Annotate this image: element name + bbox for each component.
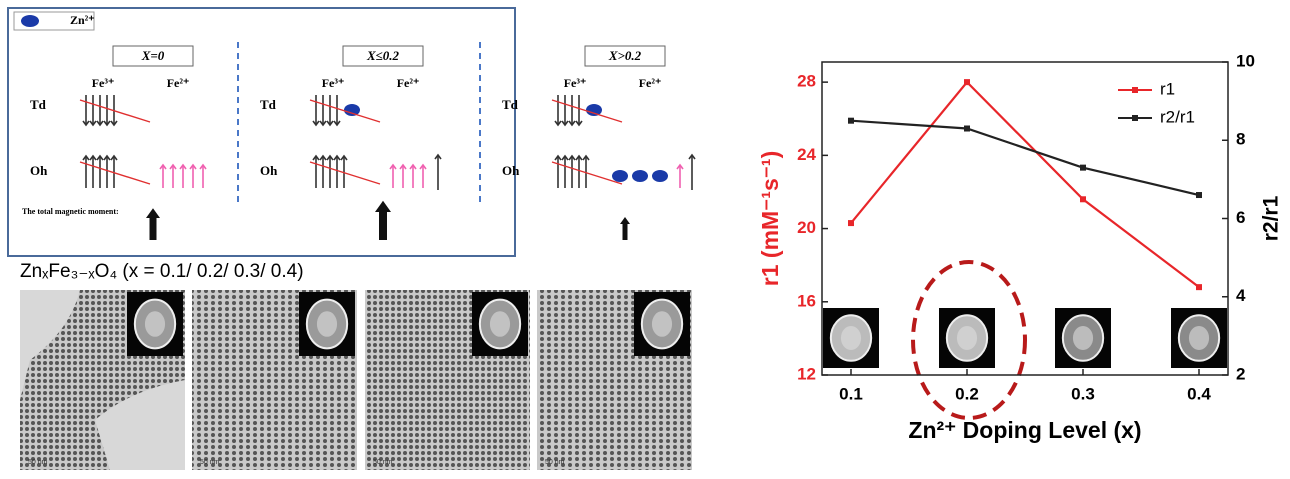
- fe3-label: Fe³⁺: [322, 76, 345, 90]
- panel-title: X=0: [141, 48, 165, 63]
- oh-label: Oh: [30, 163, 48, 178]
- zn-ion: [612, 170, 628, 182]
- legend-label: r2/r1: [1160, 107, 1195, 126]
- oh-label: Oh: [502, 163, 520, 178]
- cross-line: [552, 100, 622, 122]
- data-point: [848, 220, 854, 226]
- cross-line: [552, 162, 622, 184]
- x-tick-label: 0.2: [955, 384, 979, 403]
- td-label: Td: [30, 97, 47, 112]
- legend-label: r1: [1160, 79, 1175, 98]
- y2-tick-label: 8: [1236, 130, 1245, 149]
- mri-core: [317, 311, 337, 337]
- y-tick-label: 20: [797, 218, 816, 237]
- legend-marker: [1132, 115, 1138, 121]
- mri-core: [1073, 326, 1093, 350]
- x-tick-label: 0.3: [1071, 384, 1095, 403]
- y-tick-label: 24: [797, 145, 816, 164]
- data-point: [964, 126, 970, 132]
- td-label: Td: [260, 97, 277, 112]
- zn-ion: [586, 104, 602, 116]
- moment-arrow: [620, 217, 630, 240]
- data-point: [1196, 192, 1202, 198]
- zn-icon: [21, 15, 39, 27]
- series-line: [851, 82, 1199, 287]
- tem-title: ZnₓFe₃₋ₓO₄ (x = 0.1/ 0.2/ 0.3/ 0.4): [20, 261, 304, 282]
- y2-axis-label: r2/r1: [1260, 195, 1283, 241]
- y2-tick-label: 4: [1236, 286, 1246, 305]
- fe3-label: Fe³⁺: [564, 76, 587, 90]
- zn-ion: [652, 170, 668, 182]
- td-label: Td: [502, 97, 519, 112]
- diagram-frame: [8, 8, 515, 256]
- moment-label: The total magnetic moment:: [22, 207, 119, 216]
- y2-tick-label: 2: [1236, 364, 1245, 383]
- data-point: [964, 79, 970, 85]
- mri-core: [1189, 326, 1209, 350]
- zn-ion: [344, 104, 360, 116]
- data-point: [1080, 196, 1086, 202]
- x-axis-label: Zn²⁺ Doping Level (x): [908, 417, 1141, 443]
- mri-core: [490, 311, 510, 337]
- mri-core: [145, 311, 165, 337]
- x-tick-label: 0.1: [839, 384, 863, 403]
- x-tick-label: 0.4: [1187, 384, 1211, 403]
- panel-title: X>0.2: [608, 48, 642, 63]
- zn-ion: [632, 170, 648, 182]
- legend-text: Zn²⁺: [70, 13, 95, 27]
- y-axis-label: r1 (mM⁻¹s⁻¹): [757, 151, 783, 286]
- scale-bar-label: 50 nm: [373, 459, 393, 466]
- series-line: [851, 121, 1199, 195]
- fe2-label: Fe²⁺: [639, 76, 662, 90]
- panel-title: X≤0.2: [366, 48, 400, 63]
- scale-bar-label: 50 nm: [200, 459, 220, 466]
- mri-core: [652, 311, 672, 337]
- oh-label: Oh: [260, 163, 278, 178]
- y2-tick-label: 10: [1236, 51, 1255, 70]
- scale-bar-label: 50 nm: [545, 459, 565, 466]
- scale-bar-label: 50 nm: [28, 459, 48, 466]
- fe2-label: Fe²⁺: [397, 76, 420, 90]
- data-point: [1080, 165, 1086, 171]
- data-point: [848, 118, 854, 124]
- y-tick-label: 16: [797, 291, 816, 310]
- y-tick-label: 12: [797, 364, 816, 383]
- legend-marker: [1132, 87, 1138, 93]
- mri-core: [841, 326, 861, 350]
- y2-tick-label: 6: [1236, 208, 1245, 227]
- mri-core: [957, 326, 977, 350]
- fe3-label: Fe³⁺: [92, 76, 115, 90]
- fe2-label: Fe²⁺: [167, 76, 190, 90]
- data-point: [1196, 284, 1202, 290]
- figure: Zn²⁺ ZnₓFe₃₋ₓO₄ (x = 0.1/ 0.2/ 0.3/ 0.4)…: [0, 0, 1290, 479]
- y-tick-label: 28: [797, 72, 816, 91]
